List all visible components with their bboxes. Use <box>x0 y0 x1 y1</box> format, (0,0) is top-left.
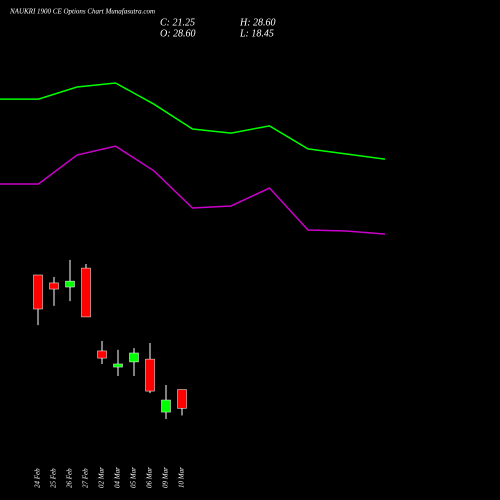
ohlc-label: C: 21.25 <box>160 17 195 28</box>
candle-body <box>33 274 43 310</box>
candle-body <box>81 267 91 318</box>
candle-body <box>129 352 139 363</box>
x-tick-label: 04 Mar <box>114 467 122 488</box>
candle-body <box>113 363 123 368</box>
ohlc-label: H: 28.60 <box>239 17 276 28</box>
ohlc-label: L: 18.45 <box>239 28 274 39</box>
indicator-line <box>0 145 386 235</box>
candle-body <box>49 282 59 290</box>
candle-body <box>161 399 171 413</box>
x-tick-label: 25 Feb <box>50 468 58 488</box>
candle-body <box>65 280 75 288</box>
indicator-line <box>0 82 386 160</box>
x-tick-label: 26 Feb <box>66 468 74 488</box>
x-tick-label: 06 Mar <box>146 467 154 488</box>
x-tick-label: 05 Mar <box>130 467 138 488</box>
x-tick-label: 10 Mar <box>178 467 186 488</box>
ohlc-label: O: 28.60 <box>160 28 196 39</box>
candle-body <box>97 350 107 359</box>
chart-title: NAUKRI 1900 CE Options Chart Munafasutra… <box>9 8 155 16</box>
candle-body <box>177 389 187 409</box>
x-tick-label: 24 Feb <box>34 468 42 488</box>
x-tick-label: 09 Mar <box>162 467 170 488</box>
x-tick-label: 27 Feb <box>82 468 90 488</box>
x-tick-label: 02 Mar <box>98 467 106 488</box>
candle-body <box>145 358 155 392</box>
